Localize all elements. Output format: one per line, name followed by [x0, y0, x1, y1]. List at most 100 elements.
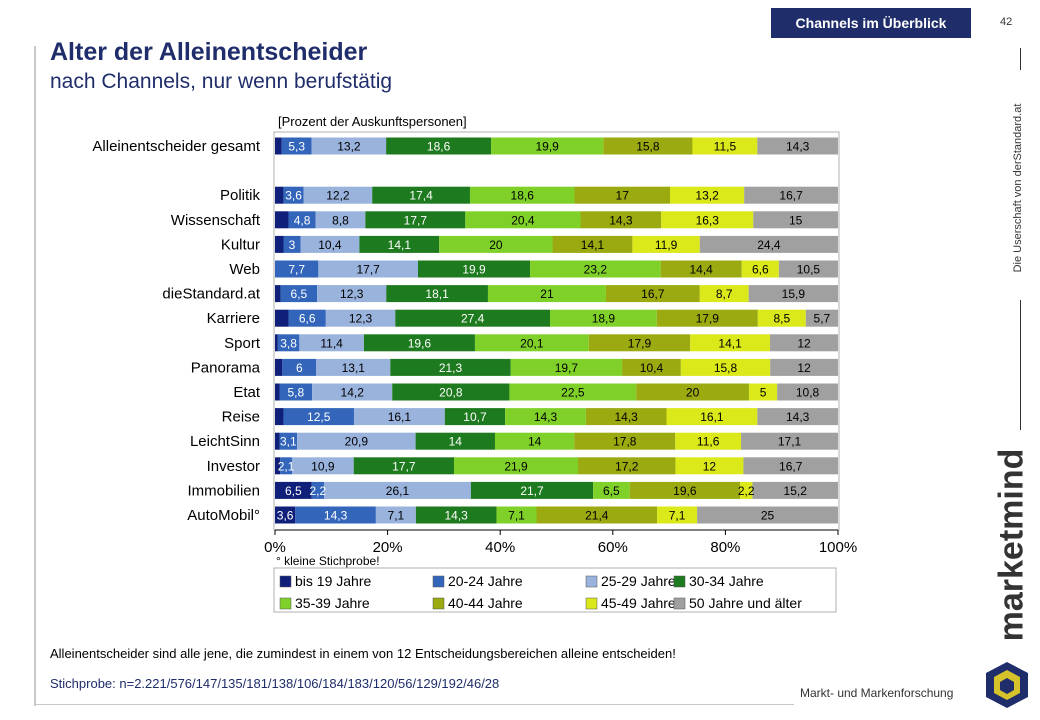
segment-label: 12,3 — [340, 287, 364, 301]
right-divider-top — [1020, 48, 1021, 70]
bar-segments — [275, 137, 838, 524]
page-subtitle: nach Channels, nur wenn berufstätig — [50, 70, 393, 93]
bar-segment — [510, 358, 623, 376]
bar-segment — [574, 186, 670, 204]
segment-label: 18,6 — [511, 189, 535, 203]
legend-label: 50 Jahre und älter — [689, 595, 802, 611]
legend-swatch — [279, 597, 292, 610]
legend-swatch — [673, 597, 686, 610]
bar-segment — [530, 260, 661, 278]
segment-label: 17,2 — [615, 459, 639, 473]
segment-label: 15,9 — [782, 287, 806, 301]
segment-label: 14,3 — [609, 213, 633, 227]
segment-label: 14,3 — [786, 140, 810, 154]
category-label: Panorama — [191, 359, 261, 376]
segment-label: 12,2 — [326, 189, 350, 203]
segment-label: 17,8 — [613, 435, 637, 449]
bar-segment — [509, 383, 637, 401]
segment-label: 3,8 — [280, 336, 297, 350]
segment-label: 10,7 — [463, 410, 487, 424]
segment-label: 14,3 — [445, 509, 469, 523]
segment-label: 7,1 — [669, 509, 686, 523]
section-tag: Channels im Überblick — [771, 8, 971, 38]
segment-label: 10,8 — [796, 386, 820, 400]
bar-segment — [741, 260, 779, 278]
segment-label: 17,7 — [392, 459, 416, 473]
bar-segment — [312, 383, 393, 401]
segment-label: 5 — [760, 386, 767, 400]
bar-segment — [494, 432, 575, 450]
bar-segment — [757, 309, 806, 327]
bar-segment — [275, 358, 283, 376]
category-label: Karriere — [207, 310, 260, 327]
segment-label: 20,4 — [511, 213, 535, 227]
bar-segment — [757, 408, 838, 426]
bar-segment — [699, 235, 838, 253]
segment-label: 18,6 — [427, 140, 451, 154]
bar-segment — [365, 211, 466, 229]
segment-label: 19,6 — [673, 484, 697, 498]
segment-label: 12,5 — [307, 410, 331, 424]
x-tick-label: 20% — [373, 539, 403, 556]
bar-segment — [697, 506, 838, 524]
segment-label: 17,4 — [409, 189, 433, 203]
left-divider — [34, 46, 36, 706]
bar-segment — [675, 457, 744, 475]
bar-segment — [280, 285, 318, 303]
segment-label: 19,7 — [555, 361, 579, 375]
bar-segment — [805, 309, 838, 327]
bar-segment — [666, 408, 758, 426]
category-label: Reise — [222, 409, 260, 426]
bar-segment — [743, 457, 838, 475]
legend-label: 40-44 Jahre — [448, 595, 523, 611]
bar-segment — [275, 309, 289, 327]
segment-label: 11,5 — [714, 140, 737, 154]
bar-segment — [386, 137, 492, 155]
x-tick-label: 60% — [598, 539, 628, 556]
bar-segment — [275, 408, 284, 426]
segment-label: 7,7 — [288, 263, 305, 277]
bar-segment — [578, 457, 676, 475]
segment-label: 17,9 — [696, 312, 720, 326]
legend-label: 20-24 Jahre — [448, 573, 523, 589]
segment-label: 2,2 — [738, 484, 755, 498]
bar-segment — [656, 309, 758, 327]
segment-label: 21,3 — [439, 361, 463, 375]
segment-label: 14 — [528, 435, 542, 449]
segment-label: 3 — [289, 238, 296, 252]
category-label: LeichtSinn — [190, 433, 260, 450]
legend-swatch — [279, 575, 292, 588]
segment-label: 11,4 — [320, 336, 343, 350]
bar-segment — [275, 457, 281, 475]
segment-label: 21,9 — [504, 459, 528, 473]
segment-label: 17 — [616, 189, 630, 203]
bar-segment — [375, 506, 416, 524]
segment-label: 3,6 — [285, 189, 302, 203]
segment-label: 13,2 — [695, 189, 719, 203]
segment-label: 12,3 — [349, 312, 373, 326]
category-label: Wissenschaft — [171, 212, 261, 229]
segment-label: 16,3 — [696, 213, 720, 227]
segment-label: 20,8 — [439, 386, 463, 400]
bar-segment — [439, 235, 553, 253]
bar-segment — [757, 137, 838, 155]
cube-logo-icon — [986, 662, 1028, 708]
segment-label: 11,9 — [655, 238, 678, 252]
segment-label: 14,4 — [690, 263, 714, 277]
segment-label: 6,6 — [299, 312, 316, 326]
legend-swatch — [585, 597, 598, 610]
segment-label: 8,7 — [716, 287, 733, 301]
segment-label: 6,5 — [603, 484, 620, 498]
segment-label: 6 — [296, 361, 303, 375]
segment-label: 15,8 — [714, 361, 738, 375]
bar-segment — [283, 186, 304, 204]
segment-label: 14,3 — [534, 410, 558, 424]
bar-segment — [283, 235, 301, 253]
bar-segment — [752, 481, 838, 499]
page-number: 42 — [1000, 16, 1013, 28]
bar-segment — [675, 432, 742, 450]
bar-segment — [279, 432, 298, 450]
category-labels: Alleinentscheider gesamt Politik Wissensch… — [92, 138, 260, 524]
segment-label: 25 — [761, 509, 775, 523]
